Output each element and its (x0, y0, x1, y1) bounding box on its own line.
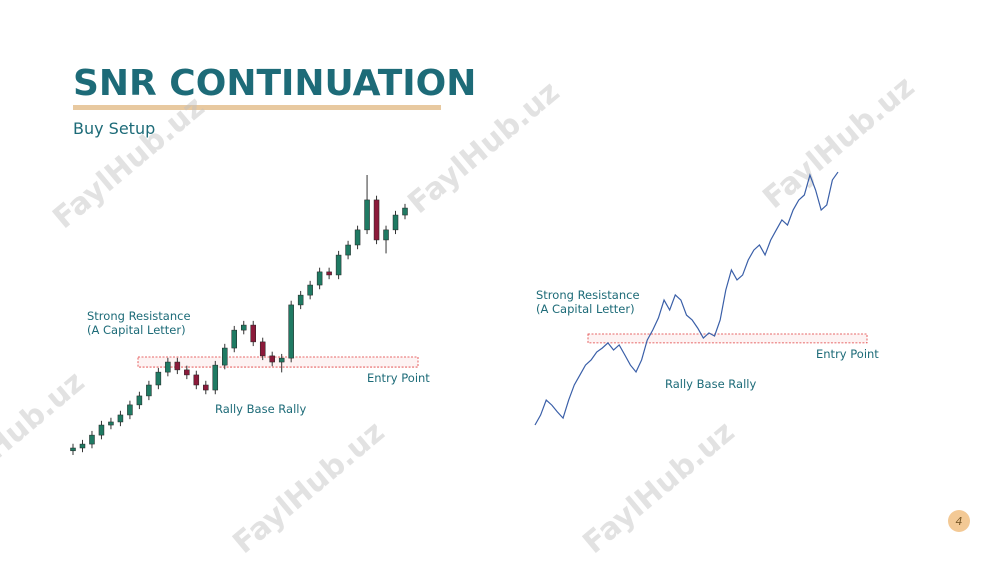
candle-body (212, 364, 219, 391)
candle-body (297, 294, 304, 306)
resistance-zone (137, 356, 419, 368)
candle-body (269, 355, 275, 363)
candle-body (108, 421, 114, 426)
resistance-zone (587, 333, 868, 344)
candle-body (354, 229, 361, 246)
candle-body (250, 324, 256, 343)
candle-body (193, 374, 200, 386)
candle-body (335, 254, 342, 276)
candle-body (392, 214, 399, 231)
candle-body (373, 199, 380, 241)
annotation: Rally Base Rally (215, 402, 306, 416)
candle-body (364, 199, 370, 231)
candle-body (146, 384, 152, 397)
subtitle: Buy Setup (73, 119, 155, 138)
candle-body (203, 384, 209, 391)
annotation: Entry Point (367, 371, 430, 385)
page-badge (948, 510, 970, 532)
candle-body (184, 369, 190, 376)
slide-title: SNR CONTINUATION (73, 63, 476, 104)
candle-body (98, 424, 105, 436)
annotation: Strong Resistance (87, 309, 191, 323)
annotation: (A Capital Letter) (536, 302, 635, 316)
candle-body (345, 244, 351, 256)
candle-body (307, 284, 313, 296)
candle-body (231, 329, 238, 349)
candle-body (383, 229, 389, 241)
candle-body (127, 404, 133, 416)
title-underline (73, 105, 441, 110)
candle-body (316, 271, 323, 286)
candle-body (79, 443, 86, 449)
candle-body (89, 434, 95, 445)
candle-body (222, 347, 228, 366)
candle-body (117, 414, 124, 423)
candle-body (136, 395, 143, 406)
candle-body (240, 324, 247, 331)
candle-body (70, 447, 76, 452)
annotation: Rally Base Rally (665, 377, 756, 391)
candle-body (278, 357, 285, 363)
annotation: Strong Resistance (536, 288, 640, 302)
annotation: (A Capital Letter) (87, 323, 186, 337)
candle-body (155, 371, 162, 386)
page-number: 4 (956, 515, 963, 528)
candle-body (326, 271, 332, 276)
candle-body (402, 207, 408, 216)
candle-body (165, 361, 171, 373)
annotation: Entry Point (816, 347, 879, 361)
price-line (534, 171, 839, 426)
candle-body (259, 341, 266, 357)
candle-body (288, 304, 294, 359)
candle-body (174, 361, 181, 371)
